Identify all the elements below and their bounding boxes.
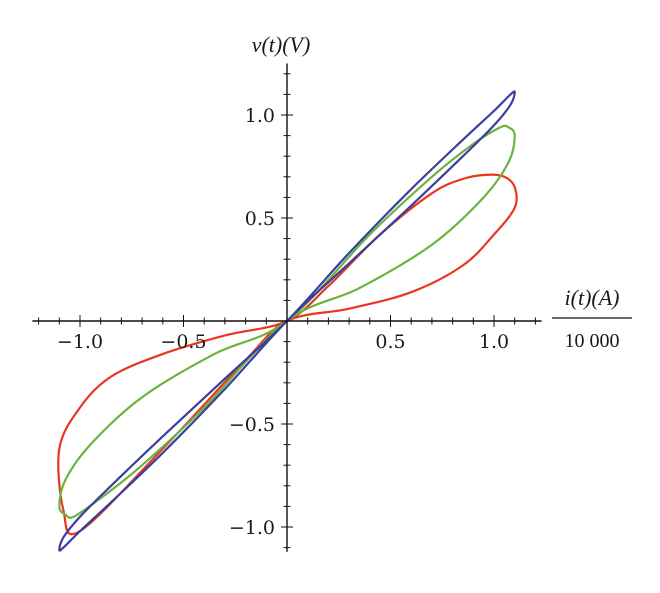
y-tick-label: 1.0	[245, 105, 275, 127]
y-axis-label: v(t)(V)	[252, 32, 311, 57]
x-axis-label: i(t)(A)	[565, 285, 620, 310]
y-tick-label: 0.5	[245, 208, 275, 230]
y-tick-label: −1.0	[229, 517, 275, 539]
x-axis-label-scale: 10 000	[565, 330, 620, 352]
x-tick-label: 1.0	[479, 331, 509, 353]
series-curve-1	[57, 173, 518, 536]
y-tick-label: −0.5	[229, 414, 275, 436]
x-tick-label: −0.5	[160, 331, 206, 353]
x-tick-label: 0.5	[375, 331, 405, 353]
tick-labels-layer: −1.0 −0.5 0.5 1.0 −1.0 −0.5 0.5 1.0	[57, 105, 509, 539]
ticks-layer	[38, 73, 536, 549]
axes-layer	[32, 63, 542, 552]
x-tick-label: −1.0	[57, 331, 103, 353]
